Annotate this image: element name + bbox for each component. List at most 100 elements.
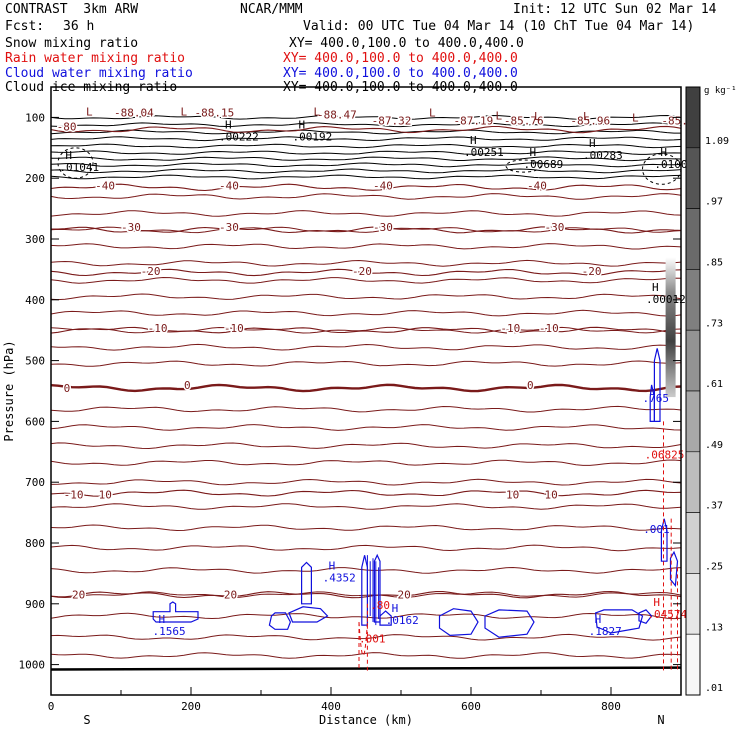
cloud-water-contour <box>669 550 679 588</box>
isotherm-label: 0 <box>64 382 71 395</box>
isotherm-line <box>50 503 682 510</box>
valid-time: Valid: 00 UTC Tue 04 Mar 14 (10 ChT Tue … <box>303 19 695 34</box>
snow-field-name: Snow mixing ratio <box>5 36 139 51</box>
isotherm-line <box>50 566 682 574</box>
isotherm-label: -10 <box>500 322 520 335</box>
isotherm-label: 10 <box>545 488 558 501</box>
north-label: N <box>657 713 664 727</box>
cloud-water-contour <box>288 606 329 623</box>
cloud-water-contour <box>373 553 381 623</box>
isotherm-line <box>50 442 682 450</box>
isotherm-line <box>50 612 682 620</box>
low-marker: L <box>314 105 321 118</box>
isotherm--10 <box>50 326 682 334</box>
cloud-water-contour <box>361 555 368 626</box>
high-marker: H <box>660 146 667 159</box>
isotherm-label: -20 <box>141 265 161 278</box>
isotherm-label: -85.76 <box>504 114 544 127</box>
isotherm--40 <box>50 183 682 192</box>
isotherm-line <box>50 478 682 486</box>
extremum-value: .00012 <box>646 293 686 306</box>
high-marker: H <box>530 146 537 159</box>
rain-field-xy: XY= 400.0,100.0 to 400.0,400.0 <box>283 51 518 66</box>
isotherm-line <box>50 293 682 301</box>
x-tick-label: 200 <box>181 700 201 713</box>
low-marker: L <box>632 111 639 124</box>
cloud-water-contour <box>301 561 312 605</box>
cloud-water-contour <box>152 601 199 623</box>
institution-title: NCAR/MMM <box>240 2 303 17</box>
x-tick-label: 600 <box>461 700 481 713</box>
isotherm-10 <box>50 489 682 497</box>
extremum-value: .06825 <box>645 449 685 462</box>
colorbar-label: .49 <box>705 440 723 451</box>
extremum-value: .765 <box>643 392 670 405</box>
isotherm-line <box>50 309 682 317</box>
extremum-value: .00222 <box>219 131 259 144</box>
snow-shading <box>665 257 676 398</box>
y-tick-label: 600 <box>25 415 45 428</box>
stratosphere-isotherm <box>50 122 682 128</box>
isotherm-line <box>50 276 682 284</box>
colorbar-swatch <box>685 573 701 635</box>
cloud-water-contour <box>438 608 479 637</box>
cloud-water-field-xy: XY= 400.0,100.0 to 400.0,400.0 <box>283 66 518 81</box>
isotherm-label: -30 <box>121 221 141 234</box>
colorbar-swatch <box>685 208 701 270</box>
high-marker: H <box>159 613 166 626</box>
cloud-ice-field-xy: XY= 400.0,100.0 to 400.0,400.0 <box>283 80 518 95</box>
colorbar-swatch <box>685 633 701 696</box>
extremum-value: .04574 <box>647 608 687 621</box>
low-marker: L <box>496 110 503 123</box>
isotherm-label: 10 <box>99 488 112 501</box>
cloud-ice-contour <box>505 159 542 173</box>
isotherm-line <box>50 524 682 532</box>
cloud-water-contour <box>649 384 655 422</box>
colorbar-label: .25 <box>705 561 723 572</box>
colorbar-swatch <box>685 147 701 209</box>
model-title: CONTRAST 3km ARW <box>5 2 139 17</box>
isotherm-label: 0 <box>527 379 534 392</box>
isotherm-label: -40 <box>373 179 393 192</box>
snow-field-xy: XY= 400.0,100.0 to 400.0,400.0 <box>289 36 524 51</box>
isotherm-label: -80 <box>57 121 77 134</box>
cloud-ice-contour <box>57 147 94 179</box>
y-tick-label: 200 <box>25 172 45 185</box>
plot-frame <box>50 86 682 696</box>
isotherm-line <box>50 259 682 267</box>
y-tick-label: 900 <box>25 598 45 611</box>
colorbar-unit: g kg⁻¹ <box>704 86 737 96</box>
isotherm-label: -30 <box>219 221 239 234</box>
isotherm-label: -88.04 <box>114 107 154 120</box>
isotherm-label: -40 <box>219 179 239 192</box>
high-marker: H <box>589 137 596 150</box>
high-marker: H <box>299 119 306 132</box>
stratosphere-isotherm <box>50 143 682 149</box>
isotherm--20 <box>50 268 682 277</box>
isotherm-label: -30 <box>373 221 393 234</box>
colorbar-label: .61 <box>705 379 723 390</box>
colorbar-label: .97 <box>705 197 723 208</box>
x-axis-title: Distance (km) <box>319 713 413 727</box>
y-tick-label: 400 <box>25 294 45 307</box>
y-tick-label: 100 <box>25 111 45 124</box>
cloud-water-contour <box>379 610 392 626</box>
extremum-value: .80 <box>370 599 390 612</box>
colorbar-frame <box>685 86 701 696</box>
isotherm-label: -87.32 <box>372 114 412 127</box>
stratosphere-isotherm <box>50 150 682 155</box>
init-time: Init: 12 UTC Sun 02 Mar 14 <box>513 2 717 17</box>
forecast-label: Fcst: <box>5 19 45 34</box>
isotherm-label: -88.15 <box>195 107 235 120</box>
colorbar-label: .73 <box>705 318 723 329</box>
isotherm-label: -10 <box>148 322 168 335</box>
stratosphere-isotherm <box>50 174 682 180</box>
high-marker: H <box>653 596 660 609</box>
extremum-value: .01041 <box>59 161 99 174</box>
colorbar-swatch <box>685 390 701 453</box>
colorbar-label: .85 <box>705 257 723 268</box>
extremum-value: .001 <box>643 523 670 536</box>
colorbar-label: 1.09 <box>705 136 729 147</box>
low-marker: L <box>583 110 590 123</box>
